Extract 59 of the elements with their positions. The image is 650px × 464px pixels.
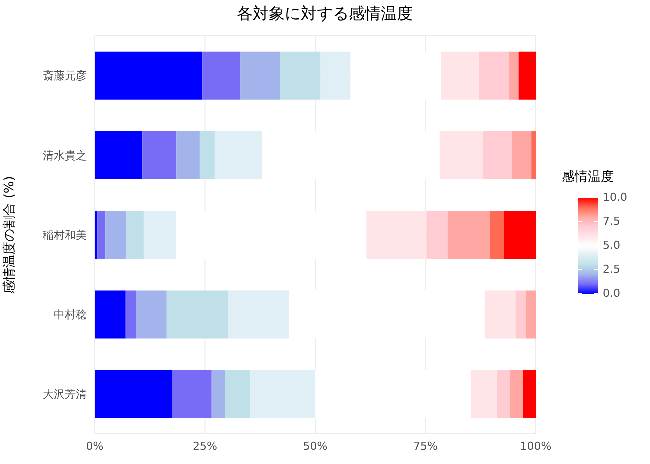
bar (144, 211, 176, 260)
bar (214, 132, 263, 180)
bar (240, 52, 280, 100)
bar (228, 290, 290, 339)
bar (509, 52, 519, 100)
y-tick-label: 斎藤元彦 (43, 70, 87, 83)
x-tick-label: 50% (303, 440, 328, 453)
bar (176, 132, 200, 180)
bar (142, 132, 177, 180)
bar (510, 370, 524, 418)
bar (526, 290, 536, 339)
x-tick-label: 25% (193, 440, 218, 453)
color-bar-label: 2.5 (603, 263, 620, 276)
bar (166, 290, 228, 339)
bar (532, 132, 536, 180)
y-tick-label: 稲村和美 (43, 228, 87, 242)
bar (98, 211, 106, 260)
bar (172, 370, 212, 418)
y-tick-label: 清水貴之 (43, 149, 87, 162)
color-bar-label: 0.0 (603, 287, 620, 300)
bar (95, 52, 203, 100)
bar (512, 132, 532, 180)
chart-title: 各対象に対する感情温度 (236, 4, 414, 25)
color-bar-label: 7.5 (603, 215, 620, 228)
color-bar-title: 感情温度 (562, 169, 615, 186)
bar (523, 370, 536, 418)
bar (448, 211, 490, 260)
bar (280, 52, 321, 100)
bar (95, 132, 143, 180)
bar (212, 370, 226, 418)
bar (95, 370, 172, 418)
bar (95, 290, 126, 339)
bar (202, 52, 241, 100)
bar (126, 211, 144, 260)
bar (200, 132, 215, 180)
bar (504, 211, 536, 260)
bar (136, 290, 167, 339)
bar (518, 52, 536, 100)
bar (471, 370, 498, 418)
bar (440, 132, 484, 180)
x-tick-label: 100% (520, 440, 552, 453)
bar (366, 211, 427, 260)
bar (225, 370, 251, 418)
color-bar-label: 10.0 (603, 191, 628, 204)
bar (479, 52, 510, 100)
y-axis-title: 感情温度の割合 (%) (2, 176, 18, 294)
bar (484, 132, 512, 180)
bar (497, 370, 510, 418)
bar (516, 290, 526, 339)
bar (484, 290, 516, 339)
y-tick-label: 中村稔 (54, 308, 87, 322)
y-tick-label: 大沢芳清 (43, 388, 87, 402)
bar (126, 290, 136, 339)
bar (490, 211, 504, 260)
bar (426, 211, 448, 260)
x-tick-label: 75% (414, 440, 438, 453)
color-bar-label: 5.0 (603, 239, 620, 252)
bar (106, 211, 127, 260)
x-tick-label: 0% (86, 440, 104, 453)
